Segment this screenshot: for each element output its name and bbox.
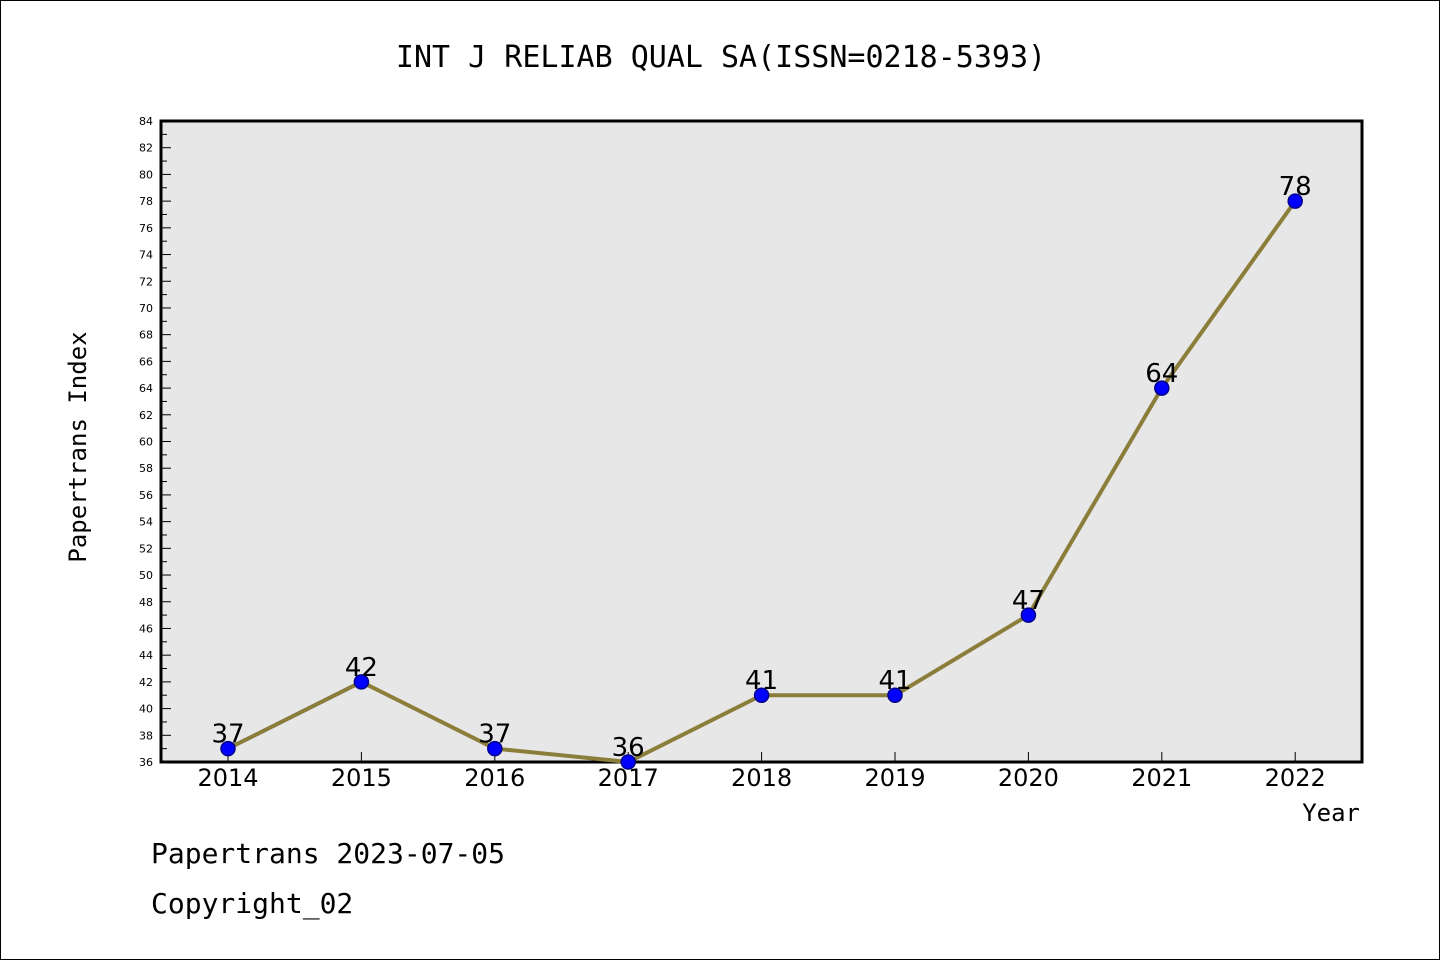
y-tick-label: 52 xyxy=(139,542,153,555)
data-label: 36 xyxy=(612,733,645,763)
y-tick-label: 58 xyxy=(139,462,153,475)
y-tick-label: 42 xyxy=(139,676,153,689)
data-point xyxy=(353,674,370,690)
y-tick-label: 62 xyxy=(139,409,153,422)
y-tick-label: 70 xyxy=(139,302,153,315)
plot-area xyxy=(159,119,1364,764)
y-axis: 36 38 40 42 44 46 48 50 52 54 56 58 60 62 64 66 68 70 72 74… xyxy=(139,115,171,769)
x-tick-label: 2018 xyxy=(731,764,792,792)
data-point xyxy=(620,754,636,770)
data-label: 41 xyxy=(745,666,778,696)
x-tick-label: 2022 xyxy=(1265,764,1326,792)
y-tick-label: 50 xyxy=(139,569,153,582)
x-axis-label: Year xyxy=(1302,799,1360,827)
data-point xyxy=(1020,607,1037,623)
data-label: 42 xyxy=(345,653,378,683)
chart-title: INT J RELIAB QUAL SA(ISSN=0218-5393) xyxy=(396,40,1046,75)
data-label: 41 xyxy=(878,666,911,696)
y-tick-label: 76 xyxy=(139,222,153,235)
data-point xyxy=(1154,380,1170,396)
data-label: 64 xyxy=(1145,359,1178,389)
y-tick-label: 84 xyxy=(139,115,153,128)
data-label: 37 xyxy=(478,720,511,750)
data-label: 37 xyxy=(211,720,244,750)
data-point xyxy=(753,687,770,703)
data-label: 78 xyxy=(1279,172,1312,202)
x-axis: 2014 2015 2016 2017 2018 2019 2020 2021 2022 xyxy=(197,752,1326,792)
footer-copyright: Copyright_02 xyxy=(151,887,354,920)
y-tick-label: 80 xyxy=(139,168,153,181)
x-tick-label: 2015 xyxy=(331,764,392,792)
data-point xyxy=(1287,193,1303,209)
y-tick-label: 40 xyxy=(139,703,153,716)
y-tick-label: 68 xyxy=(139,329,153,342)
y-tick-label: 82 xyxy=(139,142,153,155)
y-tick-label: 74 xyxy=(139,249,153,262)
x-tick-label: 2021 xyxy=(1131,764,1192,792)
y-tick-label: 54 xyxy=(139,516,153,529)
y-tick-label: 64 xyxy=(139,382,153,395)
footer-date: Papertrans 2023-07-05 xyxy=(151,837,506,870)
data-point xyxy=(887,687,903,703)
y-tick-label: 78 xyxy=(139,195,153,208)
y-tick-label: 60 xyxy=(139,436,153,449)
x-tick-label: 2016 xyxy=(464,764,525,792)
data-point xyxy=(220,740,236,757)
y-tick-label: 38 xyxy=(139,729,153,742)
y-tick-label: 72 xyxy=(139,275,153,288)
data-labels: 37 42 37 36 41 41 47 64 78 xyxy=(211,172,1311,763)
data-points xyxy=(220,193,1303,770)
y-tick-label: 36 xyxy=(139,756,153,769)
x-tick-label: 2019 xyxy=(864,764,925,792)
y-tick-label: 46 xyxy=(139,622,153,635)
data-point xyxy=(487,740,503,757)
x-tick-label: 2020 xyxy=(998,764,1059,792)
y-tick-label: 66 xyxy=(139,355,153,368)
data-label: 47 xyxy=(1012,586,1045,616)
y-tick-label: 48 xyxy=(139,596,153,609)
x-tick-label: 2014 xyxy=(197,764,258,792)
y-tick-label: 56 xyxy=(139,489,153,502)
y-tick-label: 44 xyxy=(139,649,153,662)
y-axis-label: Papertrans Index xyxy=(64,331,92,562)
